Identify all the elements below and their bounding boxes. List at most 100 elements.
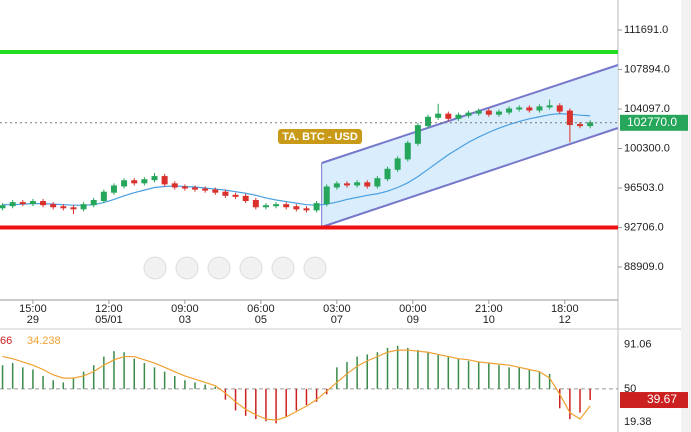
candle-body: [394, 158, 401, 170]
x-tick-date: 03: [179, 314, 191, 326]
x-tick-label: 21:00: [475, 303, 503, 315]
candle-body: [313, 203, 320, 211]
candle-body: [60, 206, 67, 209]
candle-body: [333, 183, 340, 188]
value-tag: [620, 392, 688, 409]
candle-body: [212, 189, 219, 193]
candle-body: [202, 188, 209, 191]
x-tick-date: 05/01: [95, 314, 123, 326]
channel-fill: [321, 64, 618, 227]
candle-body: [131, 180, 138, 184]
oscillator-pane: 91.06 50 19.38 39.67 66 34.238: [0, 335, 688, 428]
candle-body: [566, 110, 573, 126]
candle-body: [546, 105, 553, 108]
candle-body: [151, 176, 158, 181]
candle-body: [80, 204, 87, 210]
candle-body: [283, 204, 290, 208]
y-tick-label: 92706.0: [624, 221, 664, 233]
candle-body: [242, 195, 249, 202]
candle-body: [40, 201, 47, 206]
candle-body: [577, 124, 584, 127]
candle-body: [414, 125, 421, 144]
legend-value: 34.238: [27, 335, 61, 347]
candle-body: [475, 110, 482, 114]
y-tick-label: 91.06: [624, 339, 652, 351]
y-tick-label: 107894.0: [624, 63, 670, 75]
candle-body: [445, 113, 452, 119]
price-pane: 111691.0 107894.0 104097.0 100300.0 96503.0 9…: [0, 24, 688, 326]
last-price-label: 102770.0: [627, 115, 677, 129]
candle-body: [455, 114, 462, 119]
candle-body: [293, 206, 300, 210]
candle-body: [465, 112, 472, 116]
x-tick-label: 18:00: [551, 303, 579, 315]
candle-body: [100, 191, 107, 202]
y-tick-label: 96503.0: [624, 182, 664, 194]
candle-body: [161, 176, 168, 185]
candle-body: [121, 180, 128, 187]
candle-body: [232, 194, 239, 197]
candle-body: [141, 179, 148, 184]
channel-line: [321, 127, 619, 228]
x-tick-label: 06:00: [247, 303, 275, 315]
y-tick-label: 19.38: [624, 416, 652, 428]
candle-body: [384, 168, 391, 180]
y-tick-label: 100300.0: [624, 142, 670, 154]
candle-body: [506, 108, 513, 113]
candle-body: [556, 105, 563, 112]
candle-body: [9, 202, 16, 207]
candle-body: [50, 204, 57, 208]
annotation-box: [278, 129, 362, 144]
candle-body: [29, 201, 36, 205]
candle-body: [495, 111, 502, 115]
candle-body: [110, 185, 117, 193]
value-tag-label: 39.67: [647, 392, 677, 406]
candle-body: [536, 106, 543, 111]
candle-body: [0, 205, 6, 209]
x-tick-date: 05: [255, 314, 267, 326]
candle-body: [262, 205, 269, 208]
candle-body: [70, 207, 77, 210]
x-tick-date: 10: [483, 314, 495, 326]
x-tick-date: 29: [27, 314, 39, 326]
signal-line: [2, 349, 591, 421]
candle-body: [374, 178, 381, 187]
x-tick-date: 09: [407, 314, 419, 326]
candle-body: [192, 187, 199, 190]
x-tick-label: 03:00: [323, 303, 351, 315]
y-tick-label: 111691.0: [624, 24, 668, 36]
legend-label: 66: [0, 335, 12, 347]
candle-body: [252, 200, 259, 208]
x-tick-label: 00:00: [399, 303, 427, 315]
candle-body: [181, 186, 188, 189]
candle-body: [485, 110, 492, 115]
candle-body: [323, 186, 330, 205]
x-tick-label: 09:00: [171, 303, 199, 315]
annotation: TA. BTC - USD: [282, 131, 358, 143]
toolbar[interactable]: [143, 256, 327, 280]
candle-body: [171, 183, 178, 188]
x-tick-date: 12: [559, 314, 571, 326]
candle-body: [435, 113, 442, 118]
candle-body: [303, 208, 310, 211]
x-tick-label: 12:00: [95, 303, 123, 315]
last-price-tag: [620, 114, 688, 131]
moving-average: [2, 113, 591, 206]
candle-body: [425, 116, 432, 127]
candle-body: [343, 183, 350, 186]
candle-body: [404, 142, 411, 160]
candle-body: [273, 204, 280, 207]
candle-body: [222, 191, 229, 196]
candle-body: [364, 182, 371, 187]
y-tick-label: 50: [624, 383, 636, 395]
candle-body: [354, 182, 361, 186]
candle-body: [526, 107, 533, 111]
y-tick-label: 104097.0: [624, 103, 670, 115]
candle-body: [19, 202, 26, 205]
candle-body: [90, 200, 97, 206]
y-tick-label: 88909.0: [624, 261, 664, 273]
x-tick-date: 07: [331, 314, 343, 326]
x-tick-label: 15:00: [19, 303, 47, 315]
candle-body: [516, 107, 523, 110]
